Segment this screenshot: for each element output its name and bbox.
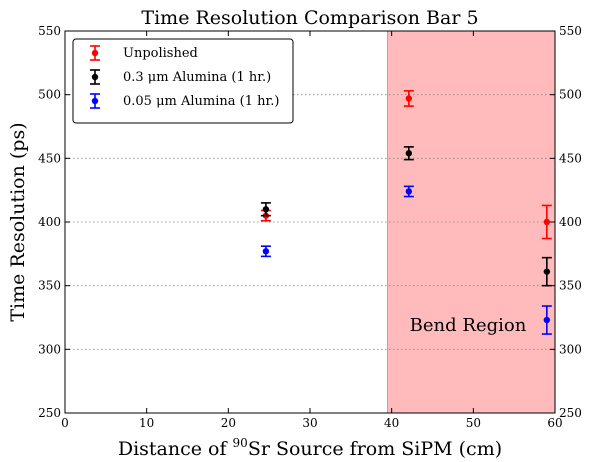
- point-marker: [543, 316, 551, 324]
- legend-label: Unpolished: [123, 46, 198, 61]
- y-tick-label-right: 550: [559, 24, 582, 38]
- y-tick-label-right: 250: [559, 406, 582, 420]
- data-point: [260, 245, 271, 258]
- x-tick-label: 60: [547, 416, 562, 430]
- y-tick-label-right: 350: [559, 279, 582, 293]
- point-marker: [405, 150, 413, 157]
- data-point: [541, 256, 552, 287]
- y-tick-label-right: 400: [559, 215, 582, 229]
- data-point: [541, 204, 552, 240]
- legend-marker: [91, 97, 99, 105]
- y-tick-label-left: 500: [38, 88, 61, 102]
- data-point: [260, 202, 271, 217]
- y-axis-label: Time Resolution (ps): [7, 122, 29, 321]
- point-marker: [262, 248, 270, 255]
- y-tick-label-left: 350: [38, 279, 61, 293]
- legend-label: 0.3 μm Alumina (1 hr.): [123, 70, 271, 85]
- y-tick-label-left: 400: [38, 215, 61, 229]
- legend-items: Unpolished 0.3 μm Alumina (1 hr.) 0.05 μm …: [90, 45, 279, 109]
- legend-marker: [91, 49, 99, 57]
- x-tick-label: 30: [302, 416, 317, 430]
- y-tick-label-left: 250: [38, 406, 61, 420]
- x-tick-label: 20: [221, 416, 236, 430]
- point-marker: [543, 218, 551, 226]
- legend-entry: Unpolished: [90, 45, 198, 61]
- y-tick-label-left: 300: [38, 342, 61, 356]
- x-tick-label: 40: [384, 416, 399, 430]
- legend-label: 0.05 μm Alumina (1 hr.): [123, 94, 279, 109]
- y-tick-label-left: 550: [38, 24, 61, 38]
- legend-entry: 0.05 μm Alumina (1 hr.): [90, 93, 279, 109]
- chart-title: Time Resolution Comparison Bar 5: [141, 7, 478, 29]
- legend-box: [72, 38, 294, 124]
- point-marker: [262, 206, 270, 213]
- point-marker: [543, 268, 551, 275]
- legend: Unpolished 0.3 μm Alumina (1 hr.) 0.05 μm …: [72, 38, 294, 124]
- x-axis-label-sup: 90: [233, 436, 248, 450]
- x-tick-label: 10: [139, 416, 154, 430]
- y-tick-label-right: 300: [559, 342, 582, 356]
- y-tick-label-left: 450: [38, 151, 61, 165]
- y-tick-label-right: 450: [559, 151, 582, 165]
- data-point: [403, 185, 414, 198]
- x-tick-label: 50: [466, 416, 481, 430]
- data-point: [403, 146, 414, 161]
- y-grid-lines: [65, 94, 555, 350]
- y-tick-label-right: 500: [559, 88, 582, 102]
- data-point: [541, 305, 552, 335]
- bend-region-shading: [387, 30, 556, 414]
- bend-region-label: Bend Region: [410, 315, 527, 336]
- x-axis-label-post: Sr Source from SiPM (cm): [248, 438, 502, 460]
- legend-entry: 0.3 μm Alumina (1 hr.): [90, 69, 271, 85]
- point-marker: [405, 188, 413, 195]
- point-marker: [405, 95, 413, 102]
- data-marks: [260, 90, 552, 335]
- x-tick-label: 0: [61, 416, 69, 430]
- x-axis-label: Distance of 90Sr Source from SiPM (cm): [118, 436, 502, 460]
- data-point: [403, 90, 414, 107]
- legend-marker: [91, 73, 99, 81]
- x-axis-label-pre: Distance of: [118, 438, 233, 460]
